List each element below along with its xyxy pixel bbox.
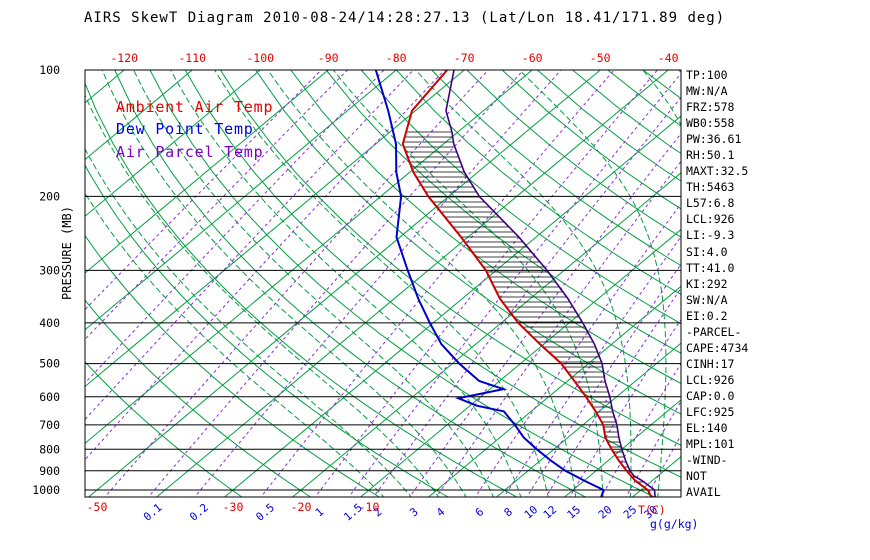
- stat-line: TH:5463: [686, 180, 735, 195]
- top-axis-tick: -100: [246, 51, 274, 65]
- stat-line: PW:36.61: [686, 132, 742, 147]
- bottom-temp-ticks: -50 -30 -20 -10: [87, 500, 380, 514]
- top-axis-tick: -60: [522, 51, 543, 65]
- top-axis-tick: -40: [658, 51, 679, 65]
- mixing-ratio-tick-labels: 0.1 0.2 0.5 1 1.5 2 3 4 6 8 10 12 15 20 25 30: [141, 501, 660, 524]
- pressure-tick-label: 200: [39, 189, 60, 203]
- stat-line: CAP:0.0: [686, 388, 735, 403]
- stat-line: LCL:926: [686, 212, 735, 227]
- stat-line: KI:292: [686, 276, 728, 291]
- mixing-ratio-label: 1: [313, 505, 326, 519]
- pressure-axis-label: PRESSURE (MB): [60, 206, 74, 300]
- mixing-ratio-label: 12: [541, 503, 560, 521]
- dew-point-curve: [374, 70, 605, 497]
- legend-air-parcel: Air Parcel Temp: [116, 143, 264, 161]
- mixing-ratio-label: 20: [596, 503, 615, 521]
- top-axis-tick: -80: [386, 51, 407, 65]
- mixing-ratio-lines: [85, 70, 681, 497]
- stat-line: CINH:17: [686, 356, 735, 371]
- stat-line: CAPE:4734: [686, 340, 749, 355]
- stat-line: MW:N/A: [686, 84, 728, 99]
- dry-adiabats: [85, 70, 681, 497]
- stats-column: TP:100 MW:N/A FRZ:578 WB0:558 PW:36.61 RH:50.…: [686, 67, 748, 500]
- top-axis-tick: -120: [110, 51, 138, 65]
- stat-line: WB0:558: [686, 116, 735, 131]
- stat-line: FRZ:578: [686, 100, 735, 115]
- stat-line: AVAIL: [686, 485, 721, 500]
- top-axis-tick: -110: [178, 51, 206, 65]
- bottom-temp-tick: -10: [359, 500, 380, 514]
- legend-dew-point: Dew Point Temp: [116, 120, 254, 138]
- top-axis-tick: -90: [318, 51, 339, 65]
- pressure-tick-label: 700: [39, 418, 60, 432]
- temp-unit-label: T(C): [638, 503, 666, 517]
- cape-hatching: [403, 131, 644, 483]
- mixing-ratio-label: 0.1: [141, 501, 165, 524]
- stat-line: MPL:101: [686, 437, 735, 452]
- mixing-ratio-label: 2: [371, 505, 384, 519]
- mixing-ratio-label: 10: [522, 503, 541, 521]
- parcel-temp-curve: [445, 70, 656, 497]
- plot-border: [84, 69, 682, 498]
- pressure-tick-label: 900: [39, 464, 60, 478]
- stat-line: RH:50.1: [686, 148, 735, 163]
- legend-ambient-temp: Ambient Air Temp: [116, 98, 274, 116]
- stat-line: NOT: [686, 469, 707, 484]
- pressure-tick-label: 500: [39, 357, 60, 371]
- ambient-temp-curve: [401, 70, 653, 497]
- stat-line: TT:41.0: [686, 260, 735, 275]
- bottom-temp-tick: -30: [223, 500, 244, 514]
- top-axis-tick: -70: [454, 51, 475, 65]
- stat-line: SI:4.0: [686, 244, 728, 259]
- stat-line: LFC:925: [686, 404, 735, 419]
- stat-line: MAXT:32.5: [686, 164, 749, 179]
- mixing-ratio-label: 4: [434, 505, 448, 519]
- chart-title: AIRS SkewT Diagram 2010-08-24/14:28:27.1…: [84, 10, 726, 26]
- mixing-ratio-label: 25: [621, 503, 640, 521]
- stat-line: -WIND-: [686, 453, 728, 468]
- stat-line: L57:6.8: [686, 196, 735, 211]
- pressure-tick-label: 300: [39, 263, 60, 277]
- pressure-tick-label: 600: [39, 390, 60, 404]
- isotherms: [85, 70, 681, 497]
- mixing-ratio-label: 8: [502, 505, 515, 519]
- stat-line: LI:-9.3: [686, 228, 735, 243]
- top-axis-tick: -50: [590, 51, 611, 65]
- pressure-tick-label: 800: [39, 442, 60, 456]
- top-temp-ticks: -120 -110 -100 -90 -80 -70 -60 -50 -40: [110, 51, 678, 65]
- pressure-tick-label: 100: [39, 63, 60, 77]
- mixing-ratio-label: 15: [565, 503, 584, 521]
- stat-line: TP:100: [686, 68, 728, 82]
- bottom-temp-tick: -20: [291, 500, 312, 514]
- stat-line: -PARCEL-: [686, 324, 742, 339]
- moist-adiabats: [85, 70, 681, 497]
- stat-line: EI:0.2: [686, 308, 728, 323]
- pressure-tick-label: 400: [39, 316, 60, 330]
- pressure-tick-labels: 100 200 300 400 500 600 700 800 900 1000: [32, 63, 60, 497]
- mixing-ratio-label: 6: [473, 505, 486, 519]
- mixing-unit-label: g(g/kg): [650, 517, 699, 531]
- mixing-ratio-label: 0.5: [253, 501, 277, 524]
- bottom-temp-tick: -50: [87, 500, 108, 514]
- stat-line: SW:N/A: [686, 292, 728, 307]
- mixing-ratio-label: 3: [407, 505, 420, 519]
- stat-line: EL:140: [686, 421, 728, 436]
- pressure-tick-label: 1000: [32, 483, 60, 497]
- mixing-ratio-label: 0.2: [187, 501, 211, 524]
- stat-line: LCL:926: [686, 372, 735, 387]
